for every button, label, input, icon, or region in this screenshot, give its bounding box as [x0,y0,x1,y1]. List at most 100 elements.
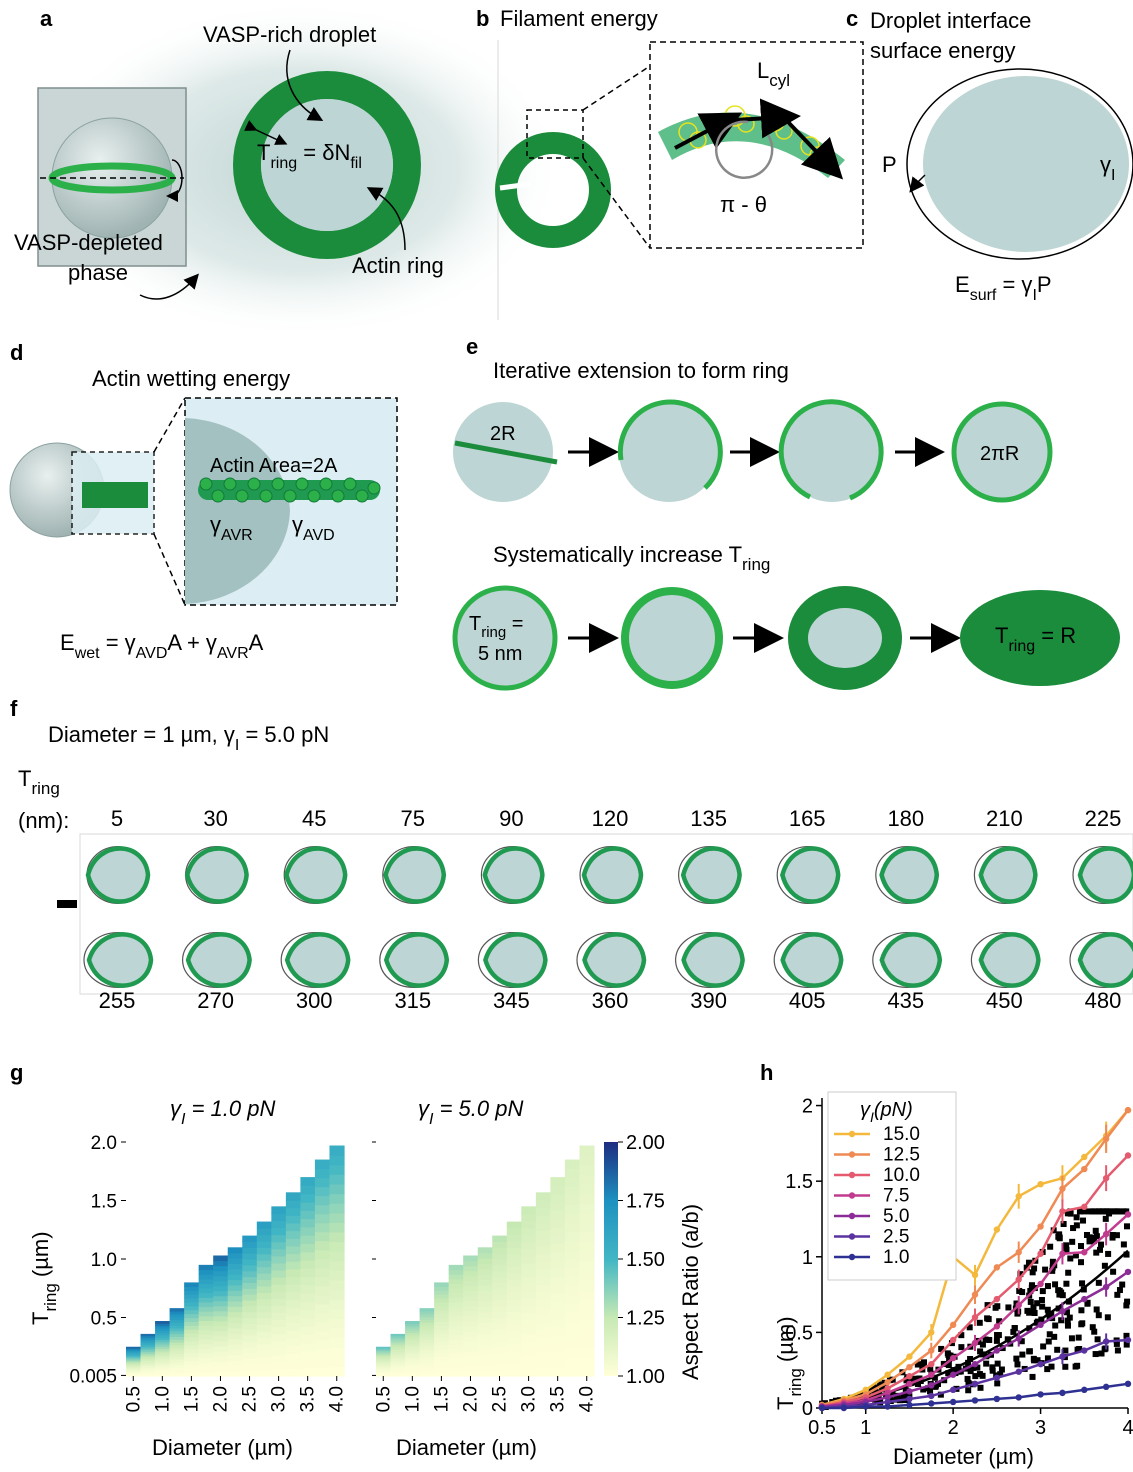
h-scatter-point [1076,1345,1083,1352]
gr-cell-3-9 [419,1347,435,1352]
h-scatter-point [1089,1324,1096,1331]
h-scatter-point [1068,1335,1075,1342]
gl-cell-12-5 [300,1326,316,1336]
gr-cell-5-12 [448,1315,464,1322]
legend-label-7.5: 7.5 [883,1186,909,1207]
gl-xtick-label-2: 1.5 [181,1386,202,1412]
gl-cell-2-7 [155,1357,171,1361]
gl-cell-10-17 [271,1248,287,1257]
gr-cell-12-20 [550,1201,566,1211]
iterative-title: Iterative extension to form ring [493,358,789,383]
h-scatter-point [1027,1287,1034,1294]
h-series-point-1.0-9 [1015,1394,1022,1401]
gl-ytick-label-2: 1.0 [91,1250,117,1271]
gr-cell-4-18 [434,1301,450,1307]
gl-cell-11-14 [285,1261,301,1270]
gl-cell-12-9 [300,1293,316,1303]
gl-cell-9-11 [256,1298,272,1306]
h-scatter-point [989,1367,996,1374]
gl-cell-10-18 [271,1241,287,1250]
gl-cell-11-21 [285,1207,301,1216]
gl-cell-12-2 [300,1351,316,1361]
f-top-value-4: 90 [499,806,523,831]
f-top-value-6: 135 [690,806,727,831]
filament-vector-1 [674,112,743,150]
gr-cell-9-7 [506,1324,522,1332]
panel-label-g: g [10,1060,23,1085]
h-series-point-1.0-10 [1037,1391,1044,1398]
gr-cell-6-6 [463,1340,479,1347]
gl-cell-7-22 [227,1252,243,1259]
gl-cell-5-0 [198,1371,214,1377]
h-scatter-point [937,1391,944,1398]
h-scatter-point [1027,1298,1034,1305]
gr-cell-8-5 [492,1340,508,1348]
gr-cell-6-7 [463,1335,479,1342]
gl-cell-3-16 [169,1327,185,1332]
h-series-point-12.5-10 [1037,1223,1044,1230]
legend-label-10.0: 10.0 [883,1165,920,1186]
h-scatter-point [998,1366,1005,1373]
h-scatter-point [1078,1243,1085,1250]
gl-cell-7-8 [227,1327,243,1334]
gl-cell-9-2 [256,1356,272,1364]
vasp-depleted-label-2: phase [68,260,128,285]
tring-step-4 [960,590,1120,686]
gl-cell-14-16 [329,1212,345,1223]
gl-cell-3-1 [169,1370,185,1374]
h-scatter-point [1031,1265,1038,1272]
gr-cell-3-23 [419,1308,435,1312]
gl-cell-10-1 [271,1361,287,1370]
f-droplet-top-1 [184,846,249,904]
gl-cell-4-3 [184,1360,200,1365]
gl-cell-6-17 [213,1285,229,1292]
g-left-title: γI = 1.0 pN [170,1096,275,1128]
h-series-point-1.0-12 [1081,1386,1088,1394]
gl-xtick-label-4: 2.5 [240,1386,261,1412]
gl-cell-7-12 [227,1306,243,1313]
h-scatter-point [879,1385,886,1392]
h-series-point-1.0-5 [928,1400,935,1407]
surface-droplet [923,76,1129,252]
h-scatter-point [920,1386,927,1393]
gl-cell-4-10 [184,1333,200,1338]
h-scatter-point [1104,1314,1111,1321]
gr-cell-14-9 [579,1279,595,1291]
gr-cell-1-19 [390,1340,406,1344]
gl-cell-7-5 [227,1343,243,1350]
gl-cell-14-21 [329,1164,345,1175]
h-series-point-2.5-7 [971,1380,979,1388]
legend-marker-5.0 [848,1212,856,1220]
ring-gap [499,181,531,191]
h-series-point-12.5-3 [884,1379,891,1386]
gr-cell-3-4 [419,1361,435,1366]
gr-cell-6-2 [463,1360,479,1367]
gl-cell-3-7 [169,1353,185,1357]
gr-cell-8-2 [492,1358,508,1365]
gr-cell-12-13 [550,1259,566,1269]
h-scatter-point [1052,1281,1059,1288]
gl-cell-11-15 [285,1253,301,1262]
legend-label-2.5: 2.5 [883,1227,909,1248]
zoom-line-top [582,65,651,111]
gl-cell-0-0 [126,1374,142,1377]
h-scatter-point [1014,1310,1021,1317]
h-series-point-15.0-2 [862,1386,869,1394]
gl-cell-13-11 [314,1267,331,1278]
gl-cell-8-12 [242,1299,258,1307]
f-outline-bottom-10 [1069,931,1133,989]
gr-cell-4-17 [434,1305,450,1311]
gl-cell-0-7 [126,1366,142,1369]
gr-cell-7-2 [477,1359,493,1366]
gr-cell-4-9 [434,1337,450,1342]
h-series-point-10.0-5 [928,1360,935,1368]
gr-cell-2-22 [405,1323,421,1327]
gl-cell-13-10 [314,1276,331,1287]
gr-cell-13-12 [564,1258,581,1269]
gl-cell-7-4 [227,1349,243,1356]
gr-cell-3-11 [419,1342,435,1346]
gl-ytick-label-1: 0.5 [91,1309,117,1330]
gl-cell-3-8 [169,1350,185,1354]
surface-title-1: Droplet interface [870,8,1031,33]
gr-cell-13-11 [564,1267,581,1278]
